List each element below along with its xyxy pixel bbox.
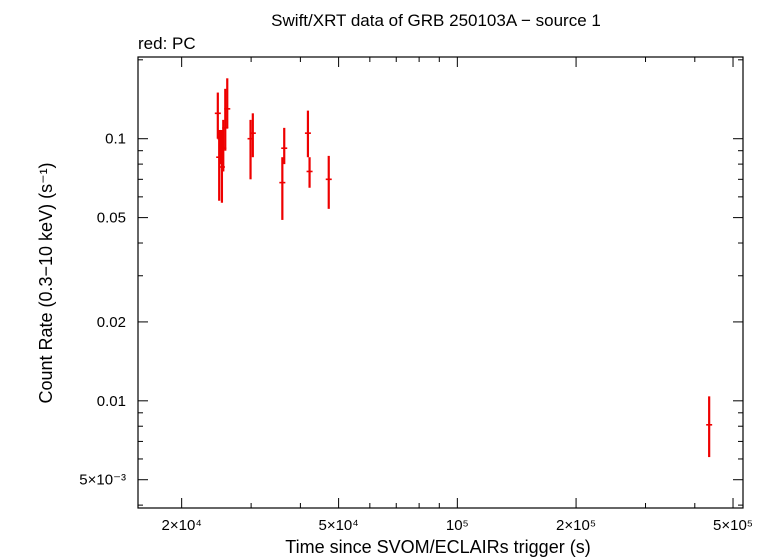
x-tick-label: 2×10⁴ [162,517,202,534]
y-tick-label: 0.02 [97,314,126,331]
x-tick-label: 5×10⁵ [713,517,753,534]
x-tick-label: 2×10⁵ [556,517,596,534]
chart-title: Swift/XRT data of GRB 250103A − source 1 [271,11,601,30]
x-tick-label: 5×10⁴ [318,517,358,534]
y-axis: 5×10⁻³ 0.01 0.02 0.05 0.1 [79,59,743,506]
y-tick-label: 0.05 [97,210,126,227]
plot-frame [137,56,744,509]
data-point [224,78,231,128]
x-axis: 2×10⁴ 5×10⁴ 10⁵ 2×10⁵ 5×10⁵ [162,57,753,534]
data-point [706,396,713,458]
y-tick-label: 5×10⁻³ [79,472,126,489]
x-axis-label: Time since SVOM/ECLAIRs trigger (s) [285,537,590,557]
data-series-pc [214,78,713,458]
data-point [306,157,313,188]
y-tick-label: 0.01 [97,393,126,410]
data-point [214,92,221,139]
chart-subtitle: red: PC [138,34,196,53]
x-tick-label: 10⁵ [446,517,469,534]
data-point [249,113,256,158]
y-axis-label: Count Rate (0.3−10 keV) (s⁻¹) [36,162,56,403]
data-point [279,157,286,220]
data-point [325,155,332,209]
y-tick-label: 0.1 [105,131,126,148]
data-point [281,127,288,165]
data-point [304,110,311,158]
